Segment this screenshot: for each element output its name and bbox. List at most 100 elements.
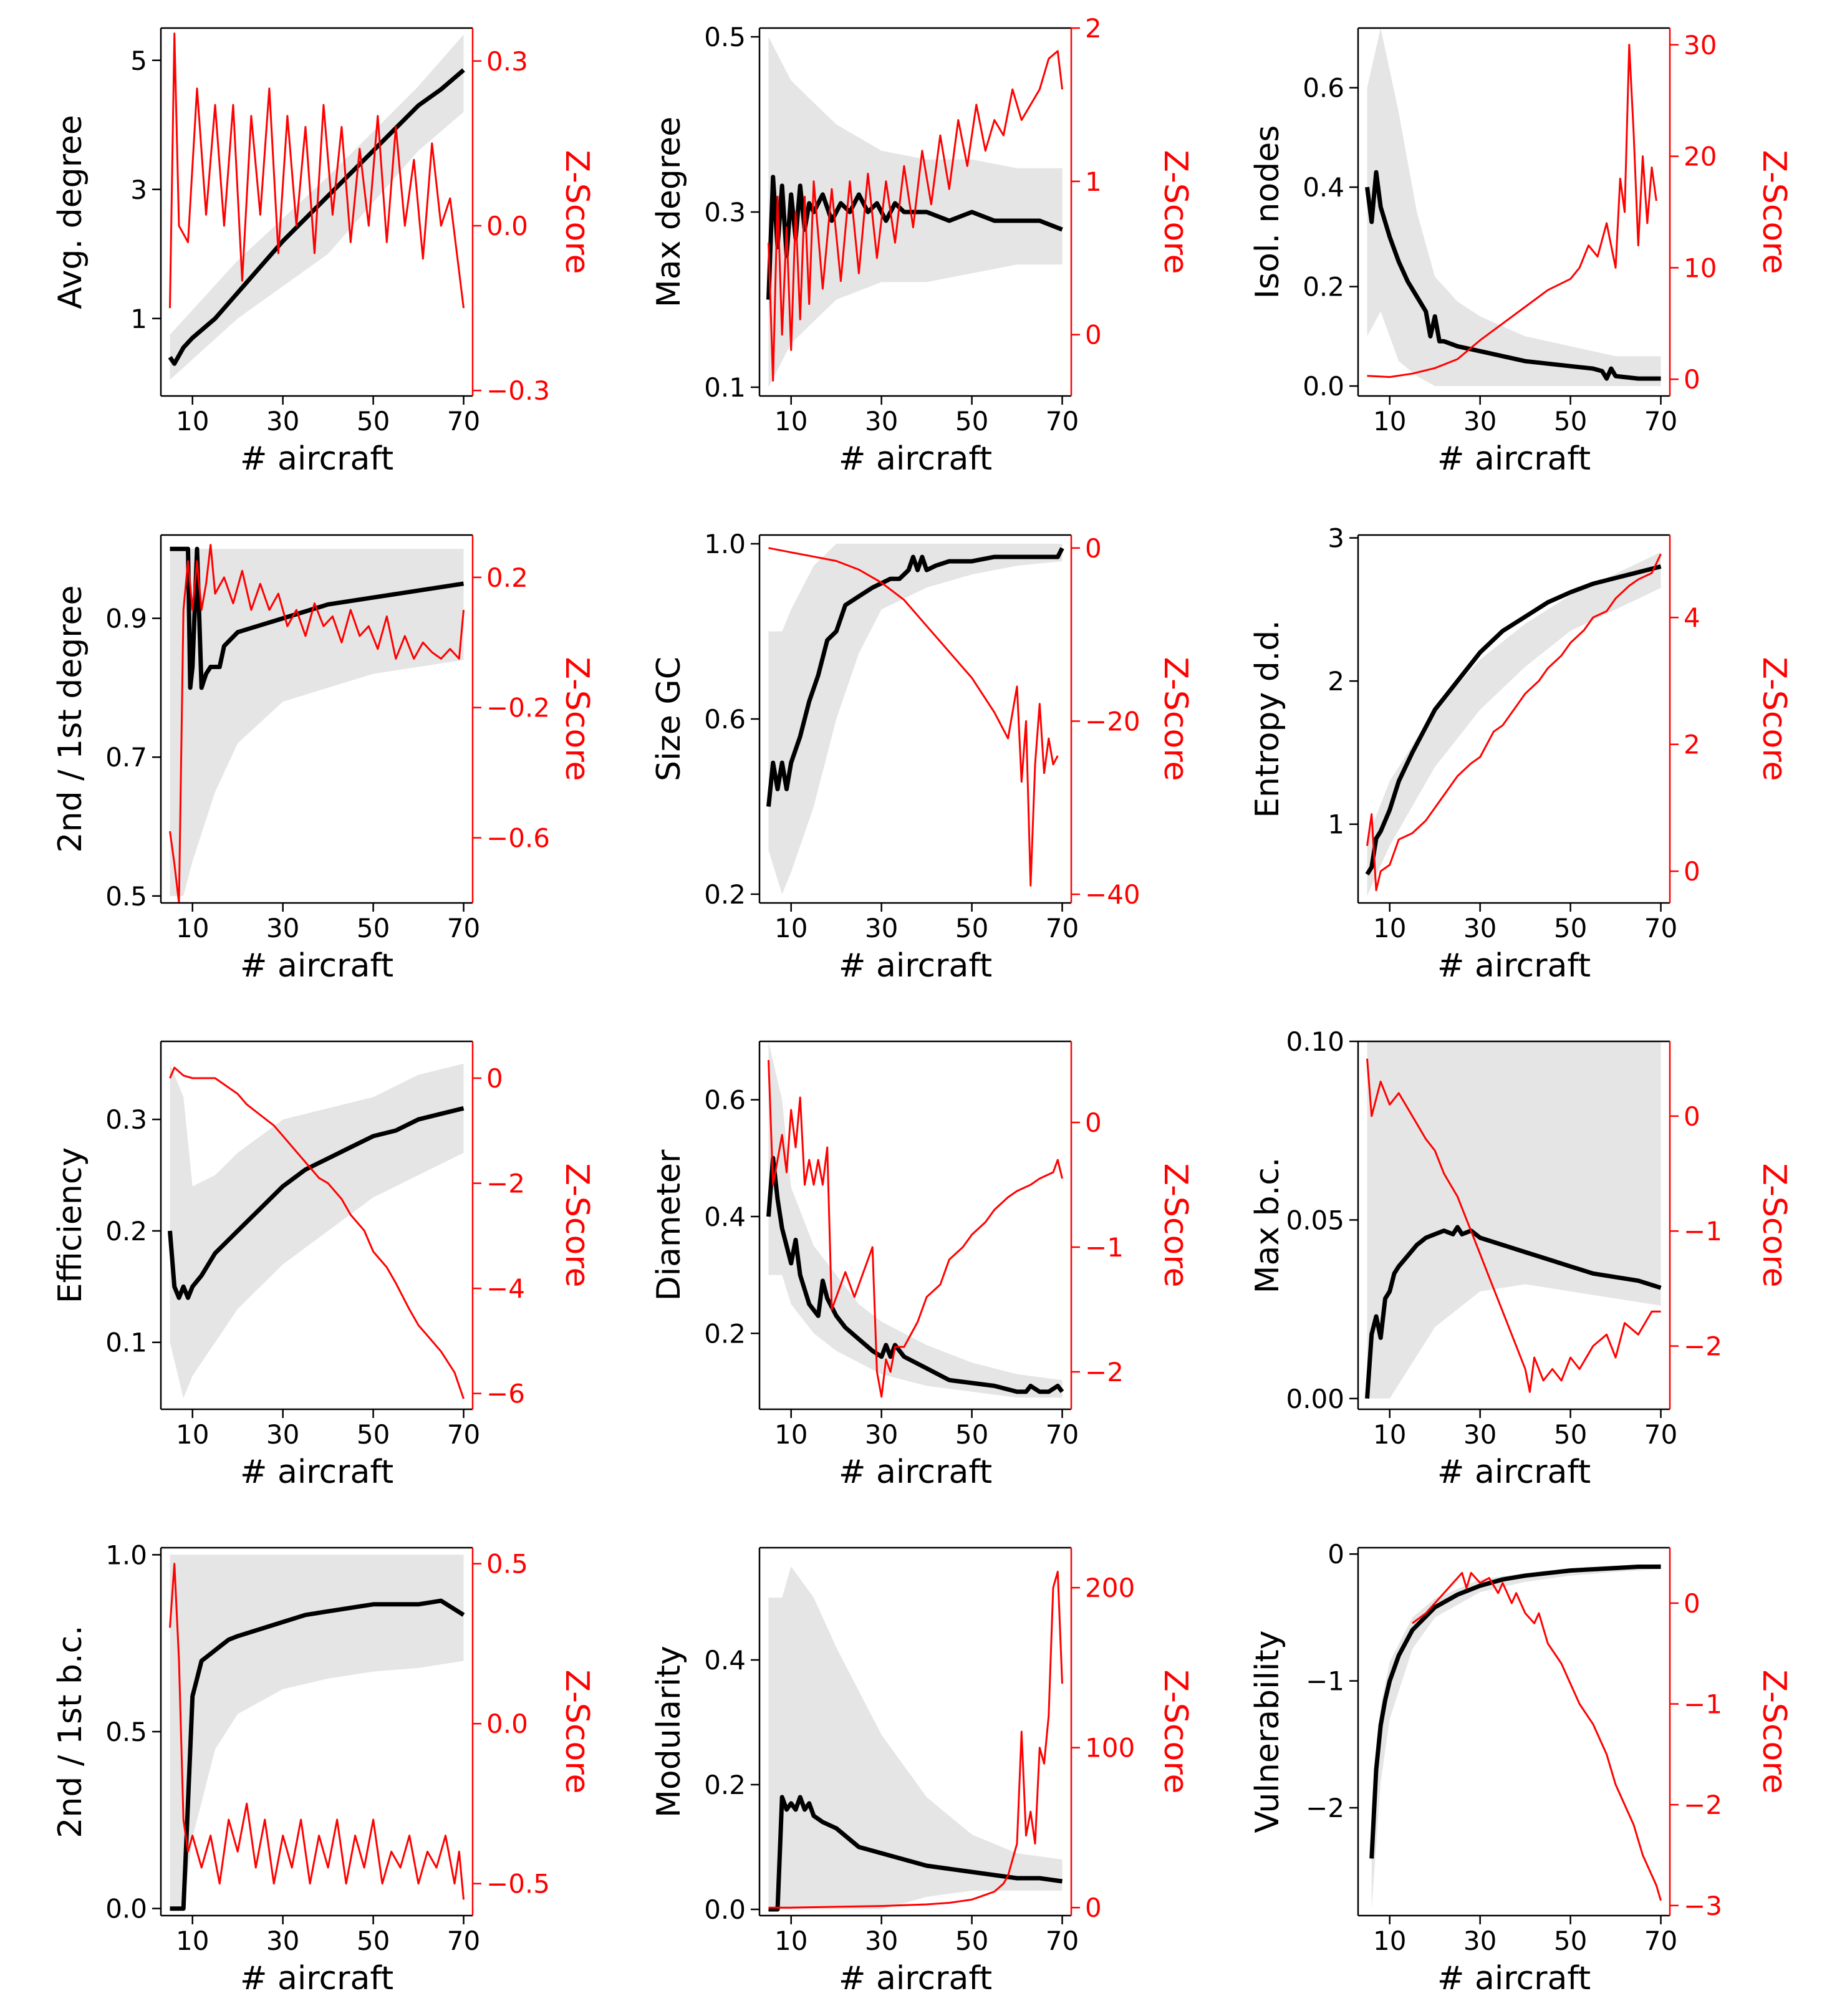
chart-5-x-axis-label: # aircraft (839, 947, 992, 985)
chart-8-y-tick-label: 0.4 (704, 1202, 746, 1232)
chart-7-x-tick-label: 30 (266, 1419, 299, 1450)
chart-8-zscore-axis-label: Z-Score (1157, 1163, 1194, 1287)
chart-9-x-tick-label: 30 (1463, 1419, 1497, 1450)
chart-1-mean-line (168, 68, 465, 366)
chart-12-mean-line (1369, 1565, 1661, 1859)
chart-3-y2-tick-label: 0 (1684, 364, 1700, 395)
chart-10-x-tick-label: 30 (266, 1926, 299, 1956)
chart-5-y-tick-label: 0.6 (704, 704, 746, 735)
chart-9-x-tick-label: 50 (1554, 1419, 1587, 1450)
chart-6-x-axis-label: # aircraft (1437, 947, 1591, 985)
chart-1-x-tick-label: 30 (266, 406, 299, 436)
chart-12-y-tick-label: 0 (1328, 1539, 1344, 1570)
chart-12-y-axis-label: Vulnerability (1249, 1630, 1286, 1833)
chart-1-y2-tick-label: 0.0 (486, 211, 528, 241)
chart-11-y2-tick-label: 0 (1085, 1893, 1102, 1923)
chart-5-y-tick-label: 1.0 (704, 529, 746, 559)
chart-12-y2-tick-label: −1 (1684, 1689, 1722, 1720)
chart-9-y-tick-label: 0.10 (1286, 1026, 1344, 1057)
chart-5-x-tick-label: 70 (1046, 913, 1079, 943)
chart-2-y-tick-label: 0.5 (704, 22, 746, 52)
chart-10-y-tick-label: 0.5 (105, 1717, 147, 1747)
chart-7-y-axis-label: Efficiency (52, 1147, 89, 1303)
chart-1-y-axis-label: Avg. degree (52, 115, 89, 309)
chart-5-x-tick-label: 30 (865, 913, 898, 943)
chart-10-zscore-line (169, 1563, 465, 1900)
chart-1-zscore-line (169, 32, 465, 309)
chart-8: 10 30 50 70 0.2 0.4 0.6 −2 −1 0 # aircraft Diameter… (650, 1040, 1194, 1491)
chart-9: 10 30 50 70 0.00 0.05 0.10 −2 −1 0 # aircraft Max b… (1249, 1026, 1793, 1491)
chart-1-y2-tick-label: 0.3 (486, 46, 528, 77)
chart-7-y2-tick-label: 0 (486, 1063, 503, 1094)
chart-4-y-tick-label: 0.7 (105, 742, 147, 773)
chart-9-zscore-line (1366, 1058, 1661, 1393)
chart-4-x-tick-label: 70 (447, 913, 480, 943)
chart-1-x-tick-label: 10 (176, 406, 209, 436)
chart-3-x-tick-label: 30 (1463, 406, 1497, 436)
chart-3-y2-tick-label: 30 (1684, 30, 1717, 60)
chart-8-plot-area (766, 1041, 1064, 1398)
chart-9-plot-area (1365, 1041, 1662, 1399)
chart-8-y-tick-label: 0.6 (704, 1085, 746, 1116)
chart-12-x-tick-label: 50 (1554, 1926, 1587, 1956)
chart-3-plot-area (1365, 28, 1661, 387)
chart-10-y2-tick-label: 0.0 (486, 1709, 528, 1739)
chart-1-y-tick-label: 5 (130, 46, 147, 76)
chart-6-x-tick-label: 10 (1373, 913, 1406, 943)
chart-9-y-tick-label: 0.05 (1286, 1205, 1344, 1235)
chart-4-y2-tick-label: −0.2 (486, 693, 550, 723)
chart-2: 10 30 50 70 0.1 0.3 0.5 0 1 2 # aircraft Max degree… (650, 13, 1194, 478)
chart-2-mean-line (766, 175, 1063, 300)
chart-1-y-tick-label: 1 (130, 304, 147, 334)
chart-3-y-axis-label: Isol. nodes (1249, 125, 1286, 299)
chart-11-y2-tick-label: 200 (1085, 1573, 1135, 1603)
chart-9-x-tick-label: 10 (1373, 1419, 1406, 1450)
chart-4: 10 30 50 70 0.5 0.7 0.9 −0.6 −0.2 0.2 # aircraft 2n… (52, 534, 595, 985)
chart-3-zscore-line (1367, 44, 1657, 379)
chart-3-zscore-axis-label: Z-Score (1755, 150, 1793, 274)
chart-11-y2-tick-label: 100 (1085, 1733, 1135, 1763)
chart-1-plot-area (168, 32, 465, 380)
chart-5-plot-area (766, 544, 1064, 894)
chart-4-x-axis-label: # aircraft (240, 947, 393, 985)
chart-12-x-tick-label: 10 (1373, 1926, 1406, 1956)
chart-4-plot-area (169, 544, 465, 903)
chart-9-y2-tick-label: −1 (1684, 1216, 1722, 1247)
chart-3-x-tick-label: 50 (1554, 406, 1587, 436)
chart-12-y2-tick-label: −2 (1684, 1790, 1722, 1820)
chart-7-x-tick-label: 70 (447, 1419, 480, 1450)
chart-11-y-tick-label: 0.0 (704, 1894, 746, 1925)
chart-10-confidence-band (170, 1555, 464, 1909)
chart-7-x-axis-label: # aircraft (240, 1454, 393, 1491)
chart-2-plot-area (766, 37, 1063, 387)
chart-3-x-tick-label: 10 (1373, 406, 1406, 436)
chart-9-x-axis-label: # aircraft (1437, 1454, 1591, 1491)
chart-1-zscore-axis-label: Z-Score (558, 150, 595, 274)
chart-8-y-tick-label: 0.2 (704, 1318, 746, 1349)
chart-10-y2-tick-label: −0.5 (486, 1869, 550, 1899)
chart-10-y-tick-label: 0.0 (105, 1894, 147, 1924)
chart-10-y-axis-label: 2nd / 1st b.c. (52, 1625, 89, 1838)
chart-8-y2-tick-label: 0 (1085, 1107, 1102, 1138)
chart-12-y2-tick-label: 0 (1684, 1588, 1700, 1619)
chart-8-zscore-line (768, 1059, 1063, 1398)
chart-6-y-tick-label: 3 (1328, 523, 1344, 554)
chart-5-x-tick-label: 10 (774, 913, 807, 943)
chart-12-zscore-axis-label: Z-Score (1755, 1669, 1793, 1793)
chart-10-x-axis-label: # aircraft (240, 1960, 393, 1997)
chart-9-y-tick-label: 0.00 (1286, 1384, 1344, 1414)
chart-3-mean-line (1365, 170, 1661, 381)
chart-7-y-tick-label: 0.3 (105, 1104, 147, 1135)
chart-6-zscore-axis-label: Z-Score (1755, 657, 1793, 781)
chart-3-x-axis-label: # aircraft (1437, 440, 1591, 478)
chart-9-confidence-band (1367, 1041, 1661, 1399)
chart-3-x-tick-label: 70 (1644, 406, 1677, 436)
chart-4-y2-tick-label: −0.6 (486, 823, 550, 854)
chart-2-x-tick-label: 70 (1046, 406, 1079, 436)
chart-3-y-tick-label: 0.4 (1303, 172, 1344, 203)
chart-7-y2-tick-label: −4 (486, 1273, 525, 1304)
chart-4-zscore-axis-label: Z-Score (558, 657, 595, 781)
chart-7-y-tick-label: 0.1 (105, 1328, 147, 1358)
